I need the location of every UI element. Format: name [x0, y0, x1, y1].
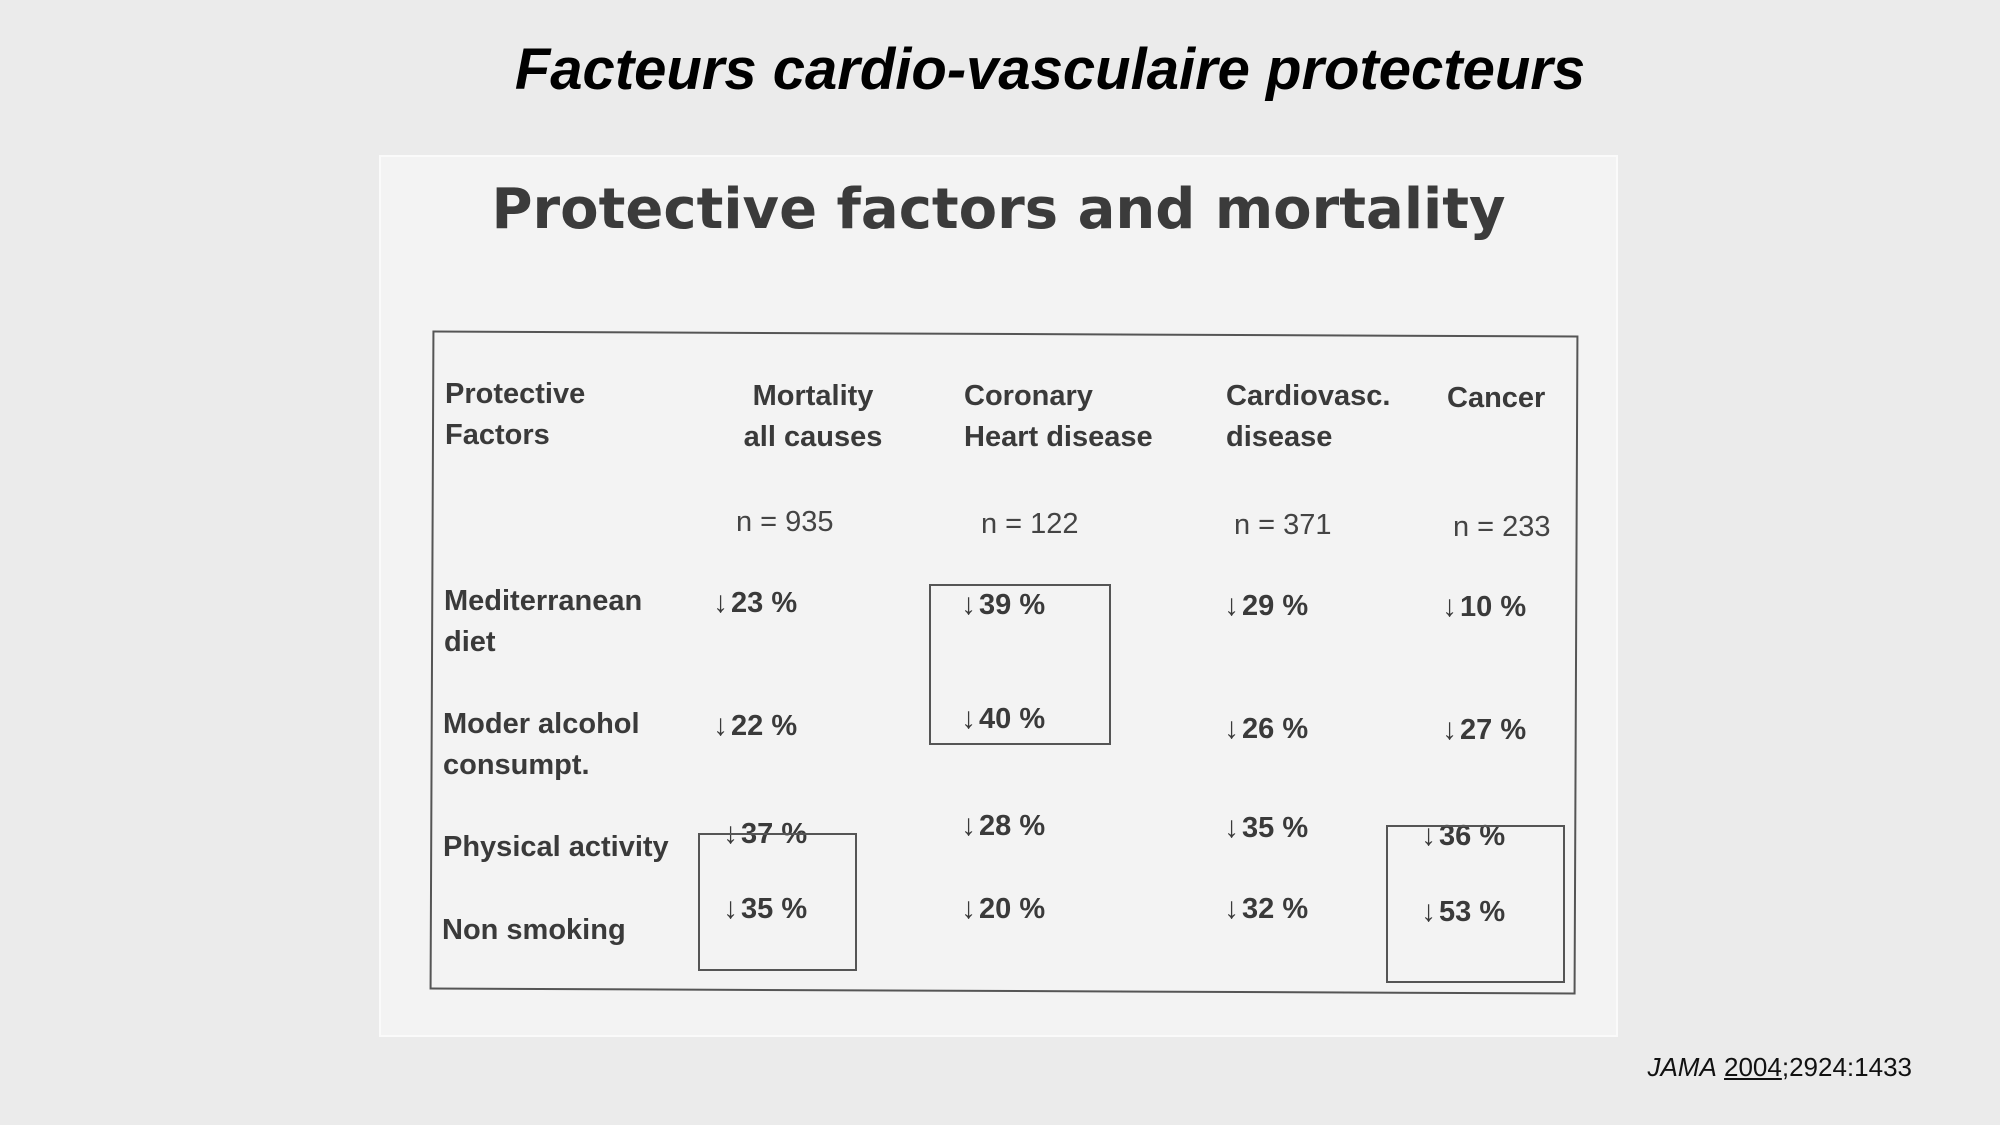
value-cell: ↓ 29 % — [1224, 589, 1309, 622]
value-cell: ↓ 22 % — [713, 709, 798, 742]
header-coronary: Coronary Heart disease — [964, 380, 1153, 453]
value-cell: ↓ 32 % — [1224, 892, 1309, 925]
highlight-box-mortality — [698, 833, 857, 971]
value-cell: ↓ 39 % — [961, 588, 1046, 621]
value-cell: ↓ 40 % — [961, 702, 1046, 735]
header-protective-factors: Protective Factors — [445, 378, 586, 451]
row-label-mediterranean-diet: Mediterranean diet — [444, 585, 643, 658]
value-cell: ↓ 10 % — [1442, 590, 1527, 623]
row-label-physical-activity: Physical activity — [443, 831, 669, 863]
row-label-moderate-alcohol: Moder alcohol consumpt. — [443, 708, 640, 781]
row-label-non-smoking: Non smoking — [442, 914, 626, 946]
value-cell: ↓ 26 % — [1224, 712, 1309, 745]
n-coronary: n = 122 — [981, 508, 1079, 540]
header-cancer: Cancer — [1447, 382, 1546, 414]
value-cell: ↓ 53 % — [1421, 895, 1506, 928]
header-mortality: Mortality all causes — [743, 380, 883, 453]
highlight-box-cancer — [1386, 825, 1565, 983]
n-mortality: n = 935 — [736, 506, 834, 538]
value-cell: ↓ 20 % — [961, 892, 1046, 925]
n-cardiovasc: n = 371 — [1234, 509, 1332, 541]
value-cell: ↓ 35 % — [1224, 811, 1309, 844]
value-cell: ↓ 35 % — [723, 892, 808, 925]
header-cardiovasc: Cardiovasc. disease — [1226, 380, 1391, 453]
value-cell: ↓ 28 % — [961, 809, 1046, 842]
citation: JAMA 2004;2924:1433 — [1647, 1052, 1912, 1082]
figure-title: Protective factors and mortality — [491, 177, 1506, 242]
slide-title: Facteurs cardio-vasculaire protecteurs — [514, 37, 1586, 102]
n-cancer: n = 233 — [1453, 511, 1551, 543]
value-cell: ↓ 27 % — [1442, 713, 1527, 746]
value-cell: ↓ 23 % — [713, 586, 798, 619]
scanned-figure: Protective factors and mortality Protect… — [381, 157, 1616, 1035]
highlight-box-coronary — [929, 584, 1111, 745]
